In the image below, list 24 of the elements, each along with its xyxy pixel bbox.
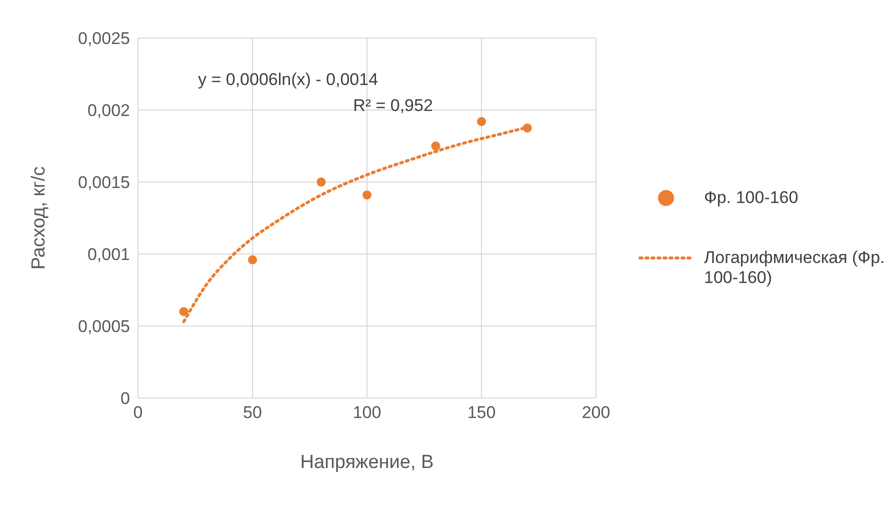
annotation: R² = 0,952	[352, 96, 434, 116]
point	[248, 255, 258, 264]
x-tick-label: 0	[133, 403, 143, 422]
x-tick-label: 100	[352, 403, 382, 422]
y-axis-title: Расход, кг/с	[28, 166, 50, 270]
y-tick-label: 0,0025	[78, 29, 130, 48]
x-tick-label: 200	[582, 403, 610, 422]
point	[316, 177, 326, 187]
point	[431, 141, 440, 151]
point	[476, 117, 486, 126]
y-tick-label: 0,0015	[78, 173, 130, 192]
point	[179, 307, 188, 316]
y-tick-label: 0,001	[87, 245, 130, 264]
y-tick-label: 0	[120, 389, 130, 408]
y-tick-label: 0,0005	[78, 317, 130, 336]
point	[522, 123, 532, 133]
legend-label: Логарифмическая (Фр. 100-160)	[704, 248, 886, 288]
legend-label: Фр. 100-160	[704, 188, 798, 208]
x-axis-title: Напряжение, В	[300, 452, 434, 473]
annotation: y = 0,0006ln(x) - 0,0014	[198, 70, 380, 90]
x-tick-label: 150	[467, 403, 496, 422]
x-tick-label: 50	[243, 403, 262, 422]
point	[362, 190, 372, 200]
y-tick-label: 0,002	[87, 101, 130, 120]
